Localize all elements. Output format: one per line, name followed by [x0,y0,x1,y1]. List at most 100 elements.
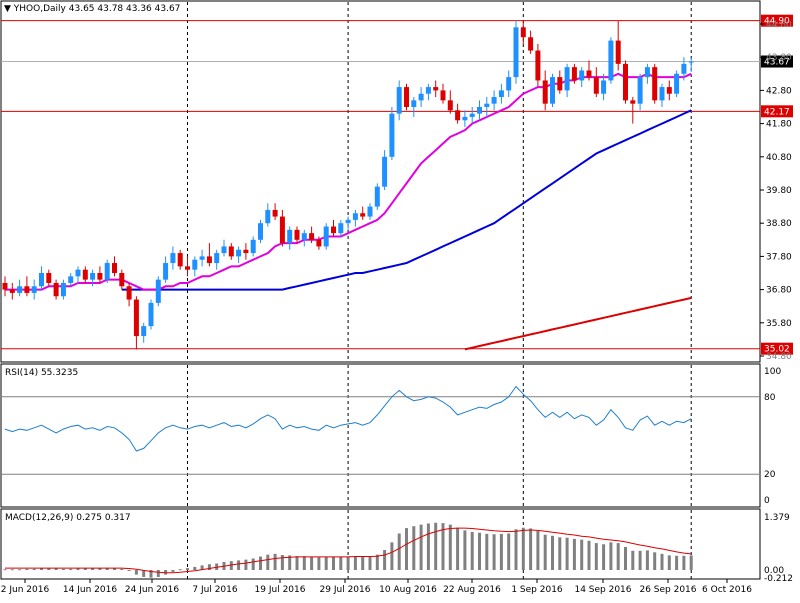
rsi-tick-label: 0 [764,496,770,506]
candle-body [375,187,380,207]
candle-body [236,250,241,257]
macd-histogram-bar [515,529,518,570]
macd-histogram-bar [186,568,189,570]
macd-histogram-bar [544,535,547,570]
candle-body [3,283,8,290]
candle-body [419,94,424,101]
candle-body [630,100,635,103]
candle-body [594,77,599,94]
macd-histogram-bar [617,543,620,570]
candle-body [404,87,409,107]
candle-body [462,117,467,120]
candle-body [316,240,321,247]
macd-histogram-bar [120,569,123,570]
candle-body [441,90,446,100]
price-tick-label: 41.80 [766,120,792,130]
candle-body [331,227,336,234]
macd-histogram-bar [193,567,196,570]
candle-body [601,80,606,93]
candle-body [484,104,489,107]
macd-histogram-bar [595,543,598,570]
candle-body [83,270,88,280]
macd-histogram-bar [69,569,72,570]
candle-body [528,37,533,50]
rsi-tick-label: 100 [764,367,781,377]
candle-body [470,114,475,117]
date-tick-label: 14 Sep 2016 [574,585,631,595]
macd-histogram-bar [478,533,481,570]
date-tick-label: 29 Jul 2016 [320,585,371,595]
macd-histogram-bar [303,556,306,570]
candle-body [448,100,453,110]
candle-body [24,286,29,293]
candle-body [623,64,628,101]
macd-histogram-bar [171,570,174,572]
candle-body [579,70,584,80]
candle-body [163,263,168,280]
macd-histogram-bar [463,530,466,570]
date-tick-label: 10 Aug 2016 [379,585,437,595]
candle-body [411,100,416,107]
candle-body [645,67,650,77]
candle-body [280,217,285,244]
candle-body [273,210,278,217]
candle-body [572,67,577,80]
chart-header: ▼ YHOO,Daily 43.65 43.78 43.36 43.67 [4,4,180,14]
macd-histogram-bar [427,523,430,570]
macd-histogram-bar [33,569,36,570]
macd-histogram-bar [274,554,277,570]
triangle-down-icon[interactable]: ▼ [4,4,11,14]
candle-body [492,97,497,104]
macd-histogram-bar [332,557,335,570]
macd-histogram-bar [566,538,569,570]
macd-histogram-bar [558,537,561,570]
candle-body [587,70,592,77]
macd-histogram-bar [390,542,393,570]
candle-body [127,286,132,299]
macd-histogram-bar [376,555,379,570]
price-tick-label: 35.80 [766,319,792,329]
macd-histogram-bar [573,539,576,570]
candle-body [324,227,329,247]
candle-body [112,263,117,273]
candle-body [535,51,540,81]
macd-histogram-bar [690,555,693,570]
date-tick-label: 14 Jun 2016 [63,585,117,595]
macd-histogram-bar [682,556,685,570]
candle-body [229,246,234,256]
price-tick-label: 44.80 [766,20,792,30]
price-tick-label: 36.80 [766,286,792,296]
candle-body [295,230,300,240]
macd-histogram-bar [18,569,21,570]
macd-histogram-bar [354,556,357,570]
candle-body [389,114,394,157]
macd-histogram-bar [661,554,664,570]
candle-body [608,41,613,81]
macd-histogram-bar [40,568,43,570]
price-tick-label: 42.80 [766,86,792,96]
candle-body [68,276,73,283]
macd-histogram-bar [128,570,131,571]
candle-body [506,77,511,90]
macd-histogram-bar [551,536,554,570]
candle-body [681,64,686,74]
candle-body [360,213,365,216]
macd-histogram-bar [347,557,350,570]
candle-body [338,223,343,233]
macd-histogram-bar [646,550,649,570]
candle-body [170,253,175,263]
candle-body [353,213,358,220]
candle-body [46,273,51,283]
macd-tick-label: -0.212 [764,574,793,584]
macd-histogram-bar [398,533,401,570]
date-tick-label: 6 Oct 2016 [702,585,752,595]
macd-histogram-bar [653,552,656,570]
macd-histogram-bar [456,528,459,570]
macd-histogram-bar [244,560,247,570]
candle-body [455,110,460,120]
candle-body [616,41,621,64]
candle-body [302,233,307,240]
candle-body [32,286,37,293]
